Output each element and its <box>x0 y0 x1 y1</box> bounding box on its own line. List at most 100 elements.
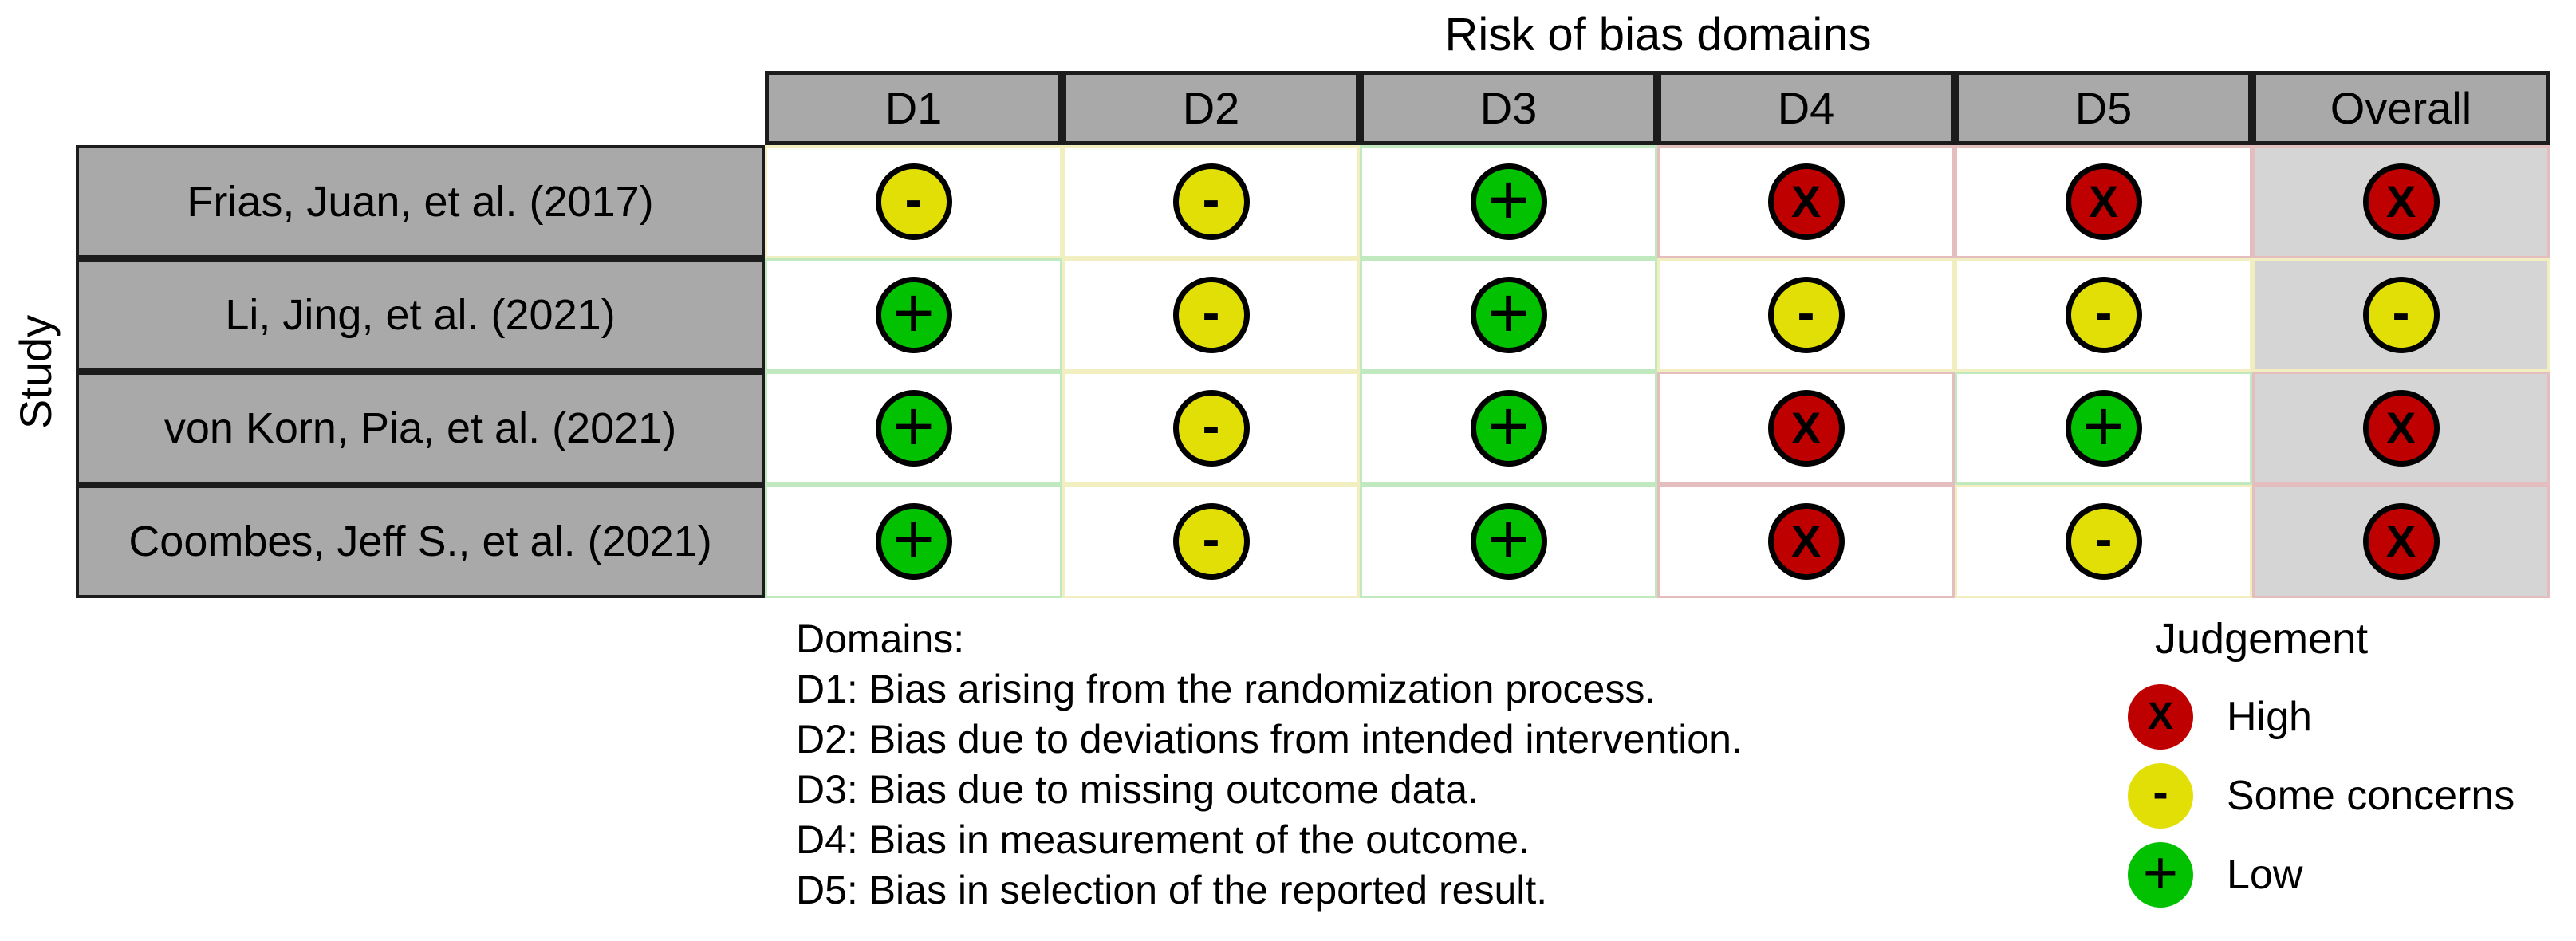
judgement-icon-some_concerns: - <box>2065 503 2142 580</box>
judgement-symbol: X <box>2385 403 2416 453</box>
judgement-icon-low: + <box>875 500 952 580</box>
judgement-icon-some_concerns: - <box>2128 763 2193 829</box>
judgement-cell: X <box>1657 485 1955 598</box>
judgement-cell: X <box>2252 372 2550 485</box>
judgement-icon-some_concerns: - <box>1172 277 1250 353</box>
judgement-symbol: + <box>2142 839 2179 907</box>
judgement-symbol: - <box>2392 282 2410 341</box>
judgement-symbol: X <box>1790 176 1822 226</box>
domain-definition-d3: D3: Bias due to missing outcome data. <box>796 767 1479 812</box>
column-header-overall: Overall <box>2252 71 2550 145</box>
judgement-symbol: + <box>1487 160 1530 240</box>
legend-items: X High - Some concerns + Low <box>2128 684 2515 908</box>
column-header-d2: D2 <box>1062 71 1360 145</box>
judgement-legend: Judgement X High - Some concerns + Low <box>2128 614 2515 921</box>
judgement-icon-low: + <box>2128 842 2193 908</box>
judgement-icon-low: + <box>1470 277 1547 353</box>
judgement-symbol: + <box>892 274 935 353</box>
legend-label: Low <box>2227 852 2303 898</box>
judgement-icon-high: X <box>1767 503 1845 580</box>
legend-item-some_concerns: - Some concerns <box>2128 763 2515 829</box>
judgement-icon-high: X <box>2362 390 2440 467</box>
judgement-icon-high: X <box>1767 163 1845 240</box>
judgement-cell: + <box>765 258 1062 372</box>
study-label: Li, Jing, et al. (2021) <box>76 258 765 372</box>
judgement-symbol: - <box>1202 169 1220 228</box>
judgement-icon-some_concerns: - <box>2065 277 2142 353</box>
column-header-d1: D1 <box>765 71 1062 145</box>
legend-title: Judgement <box>2155 615 2369 663</box>
legend-label: Some concerns <box>2227 773 2515 819</box>
judgement-icon-some_concerns: - <box>1172 163 1250 240</box>
domains-heading: Domains: <box>796 616 965 661</box>
judgement-cell: X <box>2252 485 2550 598</box>
y-axis-label: Study <box>10 314 61 429</box>
judgement-symbol: + <box>892 500 935 580</box>
judgement-symbol: - <box>1797 282 1815 341</box>
judgement-symbol: X <box>2088 176 2119 226</box>
judgement-icon-low: + <box>875 274 952 353</box>
judgement-symbol: - <box>1202 282 1220 341</box>
judgement-symbol: - <box>2153 766 2168 818</box>
y-axis-label-wrap: Study <box>8 145 64 598</box>
judgement-icon-some_concerns: - <box>1172 503 1250 580</box>
judgement-symbol: + <box>892 387 935 467</box>
judgement-icon-some_concerns: - <box>875 163 952 240</box>
judgement-symbol: - <box>1202 509 1220 568</box>
judgement-icon-some_concerns: - <box>1172 390 1250 467</box>
judgement-symbol: X <box>2147 695 2173 738</box>
judgement-cell: X <box>1657 145 1955 258</box>
judgement-cell: + <box>1360 372 1657 485</box>
legend-item-low: + Low <box>2128 842 2515 908</box>
judgement-icon-low: + <box>1470 387 1547 467</box>
judgement-icon-low: + <box>2065 390 2142 467</box>
judgement-symbol: + <box>1487 500 1530 580</box>
judgement-symbol: - <box>1202 396 1220 455</box>
judgement-icon-low: + <box>1470 500 1547 580</box>
judgement-cell: - <box>2252 258 2550 372</box>
study-label: von Korn, Pia, et al. (2021) <box>76 372 765 485</box>
judgement-icon-low: + <box>1470 160 1547 240</box>
domains-list: D1: Bias arising from the randomization … <box>796 664 1743 915</box>
domain-definition-d2: D2: Bias due to deviations from intended… <box>796 717 1743 762</box>
judgement-cell: - <box>1062 258 1360 372</box>
judgement-cell: + <box>1360 258 1657 372</box>
figure-title: Risk of bias domains <box>1444 9 1872 61</box>
judgement-cell: + <box>1360 485 1657 598</box>
judgement-cell: X <box>2252 145 2550 258</box>
judgement-cell: + <box>1360 145 1657 258</box>
judgement-icon-high: X <box>1767 390 1845 467</box>
judgement-icon-high: X <box>2362 163 2440 240</box>
column-header-d4: D4 <box>1657 71 1955 145</box>
column-header-d5: D5 <box>1955 71 2252 145</box>
judgement-cell: - <box>1062 485 1360 598</box>
judgement-symbol: X <box>1790 403 1822 453</box>
judgement-icon-some_concerns: - <box>1767 277 1845 353</box>
judgement-icon-some_concerns: - <box>2362 277 2440 353</box>
judgement-symbol: - <box>2094 509 2113 568</box>
judgement-cell: X <box>1955 145 2252 258</box>
legend-label: High <box>2227 694 2312 740</box>
judgement-cell: X <box>1657 372 1955 485</box>
judgement-symbol: X <box>2385 176 2416 226</box>
domain-definition-d5: D5: Bias in selection of the reported re… <box>796 868 1548 912</box>
judgement-symbol: X <box>1790 516 1822 566</box>
judgement-icon-high: X <box>2065 163 2142 240</box>
judgement-cell: - <box>1955 258 2252 372</box>
legend-item-high: X High <box>2128 684 2515 750</box>
judgement-cell: - <box>1657 258 1955 372</box>
table-corner-spacer <box>76 71 765 145</box>
domain-definition-d1: D1: Bias arising from the randomization … <box>796 667 1656 711</box>
judgement-cell: + <box>765 372 1062 485</box>
judgement-cell: - <box>1062 372 1360 485</box>
judgement-symbol: X <box>2385 516 2416 566</box>
judgement-symbol: - <box>2094 282 2113 341</box>
judgement-symbol: + <box>1487 387 1530 467</box>
study-label: Coombes, Jeff S., et al. (2021) <box>76 485 765 598</box>
judgement-cell: + <box>765 485 1062 598</box>
judgement-cell: - <box>1062 145 1360 258</box>
column-header-d3: D3 <box>1360 71 1657 145</box>
judgement-cell: + <box>1955 372 2252 485</box>
domains-note: Domains: D1: Bias arising from the rando… <box>796 614 1743 915</box>
